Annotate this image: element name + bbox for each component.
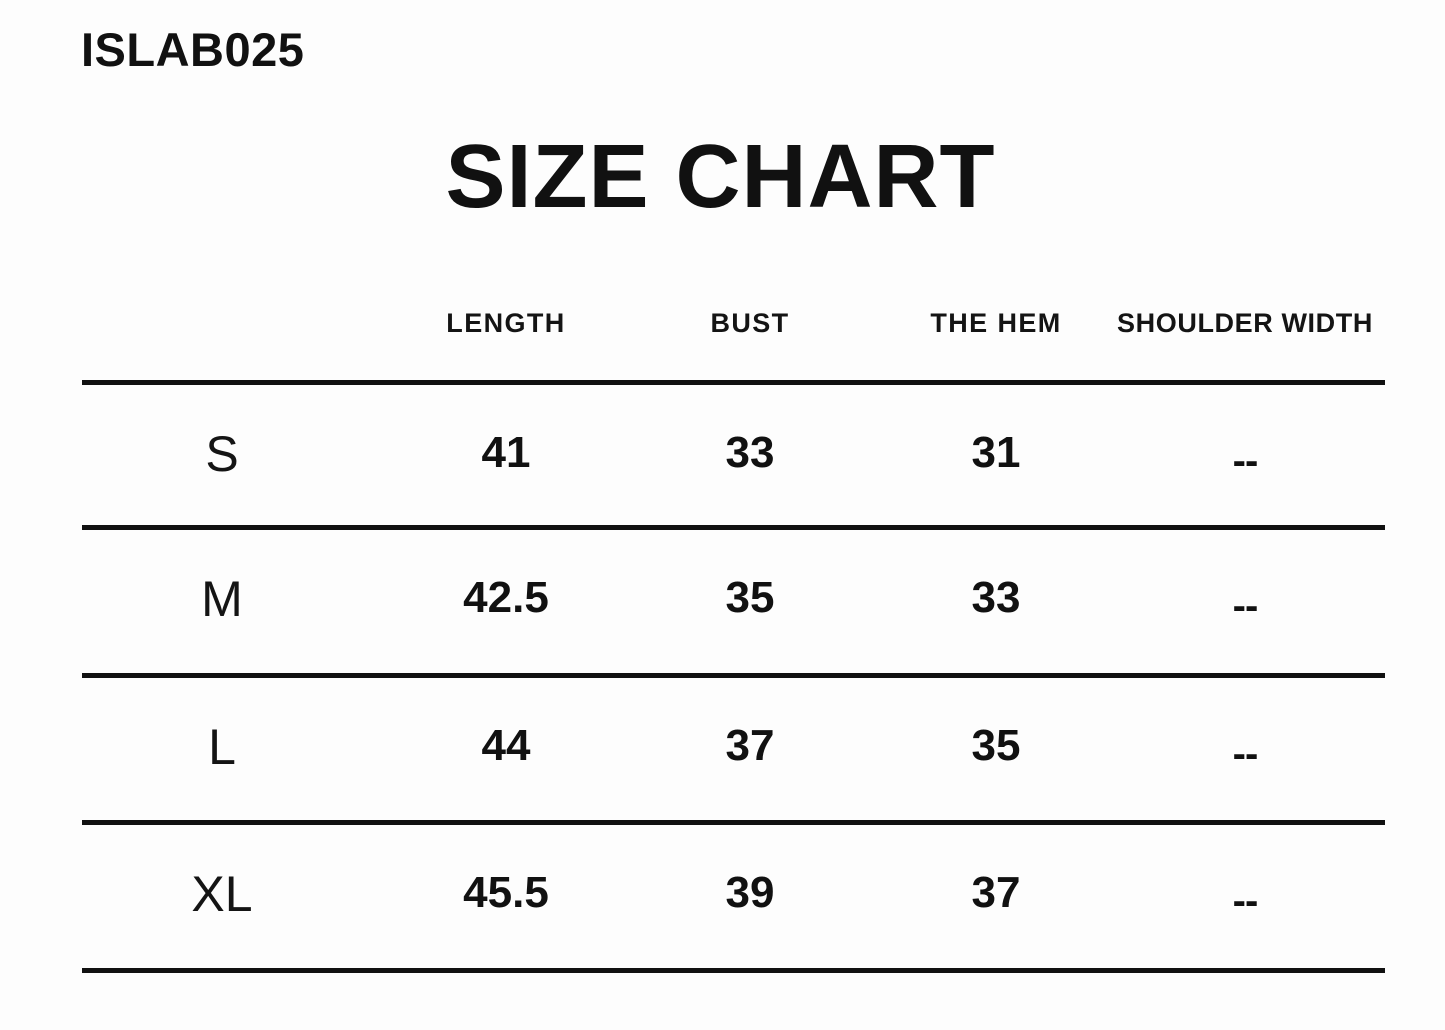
cell-length: 45.5 xyxy=(463,868,549,917)
table-rule-after-s xyxy=(82,525,1385,530)
table-rule-after-m xyxy=(82,673,1385,678)
cell-length: 42.5 xyxy=(463,573,549,622)
table-rule-after-l xyxy=(82,820,1385,825)
column-header-bust: BUST xyxy=(710,308,790,338)
cell-bust: 35 xyxy=(725,573,775,622)
table-row: S 41 33 31 -- xyxy=(82,385,1385,530)
cell-length: 41 xyxy=(481,428,531,477)
row-size-label: L xyxy=(208,719,236,775)
cell-length: 44 xyxy=(481,721,531,770)
product-code: ISLAB025 xyxy=(81,23,305,76)
column-header-length: LENGTH xyxy=(446,308,566,338)
cell-bust: 39 xyxy=(725,868,775,917)
cell-shoulder-width: -- xyxy=(1232,584,1259,628)
table-rule-top xyxy=(82,380,1385,385)
cell-the-hem: 35 xyxy=(971,721,1021,770)
table-row: M 42.5 35 33 -- xyxy=(82,530,1385,675)
cell-shoulder-width: -- xyxy=(1232,879,1259,923)
table-row: XL 45.5 39 37 -- xyxy=(82,825,1385,970)
cell-bust: 37 xyxy=(725,721,775,770)
cell-the-hem: 33 xyxy=(971,573,1021,622)
column-header-the-hem: THE HEM xyxy=(930,308,1062,338)
cell-shoulder-width: -- xyxy=(1232,732,1259,776)
row-size-label: S xyxy=(205,426,239,482)
table-rule-bottom xyxy=(82,968,1385,973)
page-title: SIZE CHART xyxy=(445,127,996,227)
row-size-label: XL xyxy=(191,866,253,922)
cell-the-hem: 37 xyxy=(971,868,1021,917)
cell-the-hem: 31 xyxy=(971,428,1021,477)
table-row: L 44 37 35 -- xyxy=(82,678,1385,823)
column-header-shoulder-width: SHOULDER WIDTH xyxy=(1117,308,1373,338)
cell-shoulder-width: -- xyxy=(1232,439,1259,483)
row-size-label: M xyxy=(201,571,243,627)
cell-bust: 33 xyxy=(725,428,775,477)
